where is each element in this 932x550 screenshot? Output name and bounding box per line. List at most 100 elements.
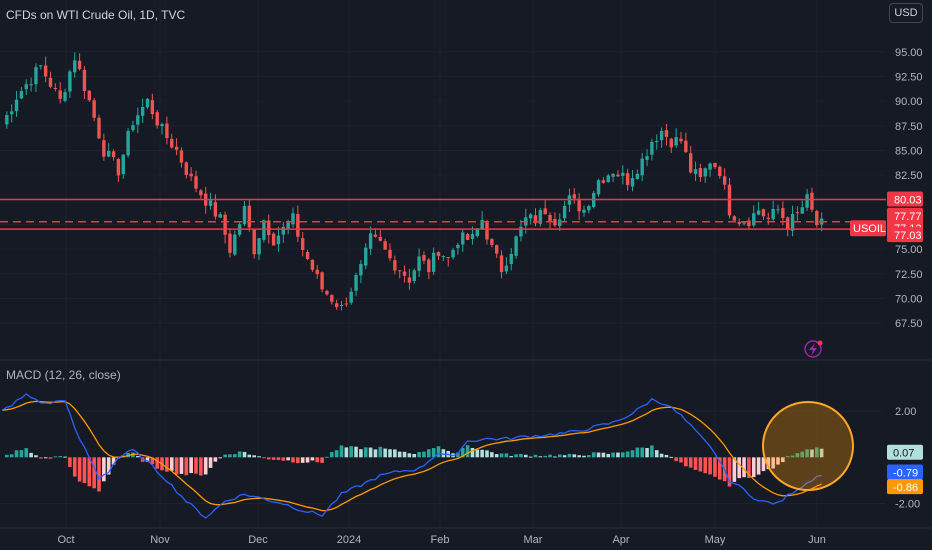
histogram-bar bbox=[790, 455, 795, 458]
histogram-bar bbox=[528, 456, 533, 458]
candle-body bbox=[490, 239, 494, 246]
histogram-bar bbox=[24, 448, 29, 458]
candle-body bbox=[713, 162, 717, 168]
histogram-bar bbox=[732, 457, 737, 482]
histogram-bar bbox=[43, 457, 48, 459]
candle-body bbox=[257, 238, 261, 255]
symbol-tag-text: USOIL bbox=[853, 223, 886, 235]
candle-body bbox=[412, 270, 416, 281]
histogram-bar bbox=[68, 457, 72, 467]
candle-body bbox=[417, 256, 421, 271]
candle-body bbox=[140, 106, 145, 116]
currency-button[interactable]: USD bbox=[889, 3, 923, 23]
candle-body bbox=[92, 100, 96, 118]
histogram-bar bbox=[315, 457, 320, 463]
macd-indicator-label[interactable]: MACD (12, 26, close) bbox=[6, 368, 121, 382]
lightning-icon bbox=[804, 340, 823, 358]
histogram-bar bbox=[553, 456, 557, 458]
time-tick-label: May bbox=[705, 534, 726, 546]
histogram-bar bbox=[286, 457, 290, 461]
histogram-bar bbox=[247, 454, 252, 458]
candle-body bbox=[39, 65, 43, 67]
histogram-bar bbox=[538, 456, 543, 458]
chart-title: CFDs on WTI Crude Oil, 1D, TVC bbox=[6, 8, 186, 22]
histogram-bar bbox=[781, 457, 785, 463]
candle-body bbox=[233, 234, 237, 255]
candle-body bbox=[310, 259, 315, 270]
candle-body bbox=[504, 265, 509, 272]
price-tick-label: 67.50 bbox=[895, 318, 923, 330]
candle-body bbox=[155, 112, 159, 126]
histogram-bar bbox=[577, 455, 581, 458]
candle-body bbox=[693, 169, 698, 174]
histogram-bar bbox=[14, 450, 19, 458]
candle-body bbox=[800, 207, 804, 214]
histogram-bar bbox=[562, 455, 567, 458]
candle-body bbox=[422, 255, 426, 261]
price-tick-label: 92.50 bbox=[895, 71, 923, 83]
histogram-bar bbox=[766, 457, 771, 470]
histogram-bar bbox=[82, 457, 87, 483]
histogram-bar bbox=[422, 451, 426, 458]
candle-body bbox=[102, 140, 106, 157]
histogram-bar bbox=[582, 455, 586, 458]
histogram-bar bbox=[72, 457, 77, 477]
histogram-bar bbox=[412, 453, 417, 458]
candle-body bbox=[616, 174, 620, 177]
candle-body bbox=[296, 214, 300, 237]
candle-body bbox=[354, 275, 358, 291]
time-tick-label: Apr bbox=[612, 534, 629, 546]
candle-body bbox=[393, 260, 397, 271]
candle-body bbox=[126, 131, 130, 156]
histogram-bar bbox=[490, 452, 494, 458]
candle-body bbox=[267, 220, 271, 236]
candle-body bbox=[320, 272, 324, 290]
candle-body bbox=[669, 138, 673, 148]
histogram-bar bbox=[330, 452, 334, 458]
histogram-bar bbox=[635, 447, 640, 458]
histogram-bar bbox=[276, 457, 281, 460]
histogram-bar bbox=[5, 454, 9, 458]
histogram-bar bbox=[174, 457, 179, 475]
histogram-bar bbox=[393, 449, 397, 458]
horizontal-levels[interactable] bbox=[0, 198, 886, 230]
time-tick-label: 2024 bbox=[337, 534, 361, 546]
lightning-icon-ring bbox=[804, 340, 822, 358]
histogram-bar bbox=[475, 449, 480, 458]
candle-body bbox=[170, 138, 174, 148]
candle-body bbox=[262, 220, 266, 240]
histogram-bar bbox=[630, 450, 635, 458]
candle-body bbox=[596, 180, 601, 195]
candle-body bbox=[19, 91, 24, 99]
price-tick-label: 70.00 bbox=[895, 293, 923, 305]
histogram-bar bbox=[194, 457, 198, 474]
candle-body bbox=[150, 100, 155, 115]
macd-axis: 2.00 -2.00 bbox=[0, 406, 920, 511]
price-tick-label: 75.00 bbox=[895, 244, 923, 256]
macd-histogram bbox=[5, 445, 824, 492]
candle-body bbox=[533, 215, 538, 224]
histogram-bar bbox=[436, 446, 441, 458]
histogram-bar bbox=[504, 453, 509, 458]
macd-value-tag-text: -0.79 bbox=[893, 468, 918, 480]
candle-body bbox=[145, 98, 150, 108]
histogram-bar bbox=[165, 457, 169, 472]
candle-body bbox=[242, 206, 247, 225]
signal-value-tag-text: -0.86 bbox=[893, 482, 918, 494]
histogram-bar bbox=[810, 449, 814, 458]
candle-body bbox=[582, 209, 586, 213]
price-axis[interactable]: 95.0092.5090.0087.5085.0082.5080.0077.50… bbox=[895, 47, 923, 330]
candle-body bbox=[218, 214, 222, 218]
time-axis[interactable]: Oct Nov Dec 2024 Feb Mar Apr May Jun bbox=[57, 534, 825, 546]
candle-body bbox=[543, 208, 547, 215]
macd-tick-label: -2.00 bbox=[895, 499, 920, 511]
histogram-bar bbox=[325, 456, 329, 458]
candle-body bbox=[621, 172, 625, 176]
level-tag-7777-text: 77.77 bbox=[894, 211, 922, 223]
price-tick-label: 85.00 bbox=[895, 145, 923, 157]
candle-body bbox=[388, 249, 392, 259]
histogram-bar bbox=[417, 452, 421, 458]
histogram-bar bbox=[208, 457, 213, 468]
